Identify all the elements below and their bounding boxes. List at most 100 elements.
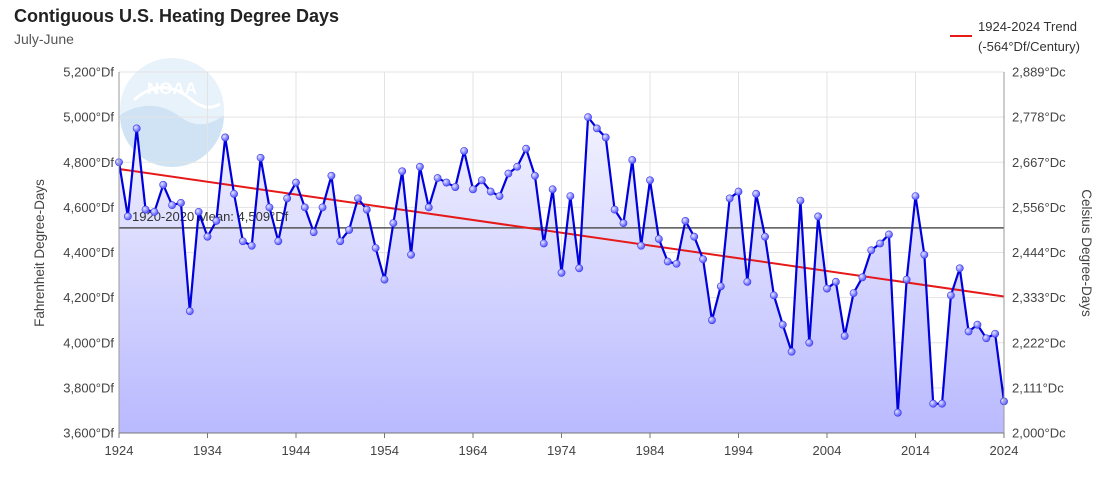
data-point-1991[interactable] (708, 316, 716, 325)
data-point-1973[interactable] (548, 185, 557, 194)
data-point-1929[interactable] (159, 180, 168, 189)
data-point-1960[interactable] (433, 174, 442, 182)
data-point-1977[interactable] (584, 113, 592, 122)
data-point-1953[interactable] (371, 244, 380, 252)
data-point-1925[interactable] (123, 212, 132, 221)
data-point-1966[interactable] (486, 187, 495, 196)
data-point-2012[interactable] (893, 408, 902, 417)
data-point-1958[interactable] (415, 162, 424, 171)
data-point-2003[interactable] (814, 212, 823, 221)
data-point-1926[interactable] (132, 124, 141, 133)
data-point-1941[interactable] (265, 203, 274, 212)
data-point-1987[interactable] (672, 259, 681, 268)
data-point-1935[interactable] (212, 217, 221, 225)
data-point-1971[interactable] (531, 171, 539, 180)
data-point-2007[interactable] (849, 289, 858, 298)
data-point-1976[interactable] (575, 264, 584, 273)
data-point-1979[interactable] (601, 133, 610, 142)
data-point-2016[interactable] (929, 399, 938, 408)
data-point-1944[interactable] (292, 178, 300, 187)
data-point-1993[interactable] (725, 194, 734, 203)
data-point-1967[interactable] (495, 192, 504, 200)
data-point-1932[interactable] (185, 307, 194, 316)
data-point-1989[interactable] (690, 232, 699, 241)
data-point-1996[interactable] (752, 189, 761, 198)
data-point-1963[interactable] (460, 147, 469, 155)
data-point-1943[interactable] (283, 194, 292, 203)
data-point-1934[interactable] (203, 232, 212, 241)
data-point-1955[interactable] (389, 219, 398, 228)
data-point-1997[interactable] (761, 232, 769, 241)
data-point-1938[interactable] (238, 237, 247, 246)
data-point-1999[interactable] (778, 320, 787, 329)
data-point-1947[interactable] (318, 203, 327, 212)
data-point-2014[interactable] (911, 192, 920, 200)
data-point-1978[interactable] (593, 124, 601, 133)
data-point-1995[interactable] (743, 277, 752, 286)
data-point-2011[interactable] (885, 230, 893, 239)
data-point-1957[interactable] (407, 250, 415, 259)
data-point-1956[interactable] (398, 167, 407, 176)
data-point-1927[interactable] (141, 205, 150, 214)
data-point-1972[interactable] (539, 239, 548, 248)
data-point-2006[interactable] (840, 332, 849, 340)
data-point-1939[interactable] (247, 241, 256, 250)
data-point-2023[interactable] (991, 329, 1000, 338)
data-point-2000[interactable] (787, 347, 796, 356)
data-point-1965[interactable] (477, 176, 486, 185)
data-point-1964[interactable] (469, 185, 477, 194)
data-point-1946[interactable] (309, 228, 318, 237)
data-point-1942[interactable] (274, 237, 283, 246)
data-point-2020[interactable] (964, 327, 973, 336)
data-point-1951[interactable] (354, 194, 362, 203)
data-point-1950[interactable] (345, 226, 353, 234)
data-point-1994[interactable] (734, 187, 743, 196)
data-point-1945[interactable] (300, 203, 309, 212)
data-point-1954[interactable] (380, 275, 389, 284)
data-point-1930[interactable] (168, 201, 176, 210)
data-point-2013[interactable] (902, 275, 911, 284)
data-point-1949[interactable] (336, 237, 345, 246)
data-point-1975[interactable] (566, 192, 575, 200)
data-point-1985[interactable] (654, 235, 663, 243)
data-point-1961[interactable] (442, 178, 451, 187)
data-point-1937[interactable] (230, 189, 238, 198)
data-point-1962[interactable] (451, 183, 460, 191)
data-point-2021[interactable] (973, 320, 982, 329)
data-point-2022[interactable] (982, 334, 991, 343)
data-point-1998[interactable] (770, 291, 778, 300)
data-point-2005[interactable] (831, 277, 840, 286)
data-point-1933[interactable] (194, 207, 203, 216)
data-point-2004[interactable] (823, 284, 831, 293)
data-point-2010[interactable] (876, 239, 884, 248)
data-point-1983[interactable] (637, 241, 646, 250)
data-point-1948[interactable] (327, 171, 336, 180)
data-point-2002[interactable] (805, 338, 814, 347)
data-point-1969[interactable] (513, 162, 522, 171)
data-point-1931[interactable] (177, 198, 185, 207)
data-point-1968[interactable] (504, 169, 513, 178)
data-point-1936[interactable] (221, 133, 230, 142)
data-point-1982[interactable] (628, 156, 637, 164)
data-point-2015[interactable] (920, 250, 929, 259)
data-point-2017[interactable] (938, 399, 946, 408)
data-point-1981[interactable] (619, 219, 628, 228)
data-point-2019[interactable] (955, 264, 964, 273)
data-point-1940[interactable] (256, 153, 265, 162)
data-point-1952[interactable] (362, 205, 371, 214)
data-point-2009[interactable] (867, 246, 876, 255)
data-point-1988[interactable] (681, 217, 690, 225)
data-point-1986[interactable] (663, 257, 672, 266)
data-point-1928[interactable] (150, 207, 159, 216)
data-point-1990[interactable] (699, 255, 707, 264)
data-point-1959[interactable] (424, 203, 433, 212)
data-point-1974[interactable] (557, 268, 566, 277)
data-point-1980[interactable] (610, 205, 619, 214)
legend[interactable]: 1924-2024 Trend (-564°Df/Century) (948, 17, 1108, 57)
data-point-1992[interactable] (716, 282, 725, 291)
data-point-2018[interactable] (947, 291, 955, 300)
data-point-2008[interactable] (858, 273, 867, 282)
data-point-1984[interactable] (646, 176, 654, 185)
data-point-2001[interactable] (796, 196, 805, 205)
data-point-1970[interactable] (522, 144, 530, 153)
